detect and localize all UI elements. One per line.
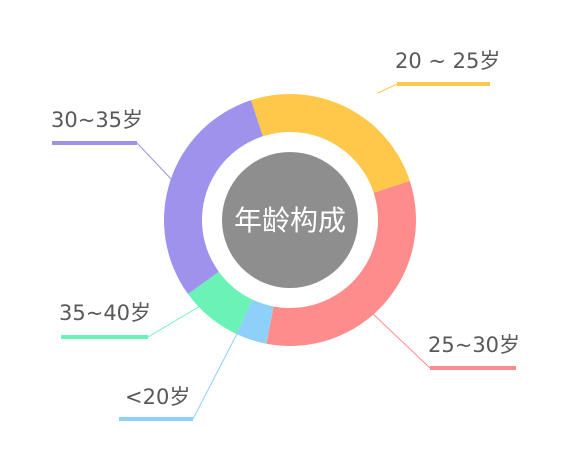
slice-label: 25~30岁 — [428, 333, 520, 357]
leader-line — [136, 142, 173, 181]
slice-label: <20岁 — [125, 385, 190, 409]
donut-slice — [188, 271, 253, 335]
donut-slices — [163, 94, 416, 347]
slice-label: 30~35岁 — [51, 108, 143, 132]
chart-center-disc — [222, 152, 358, 288]
donut-slice — [266, 181, 416, 347]
slice-callouts: 20 ~ 25岁 25~30岁 <20岁 35~40岁 30~35岁 — [51, 49, 520, 421]
slice-label: 20 ~ 25岁 — [395, 49, 500, 73]
leader-line — [192, 327, 241, 420]
donut-slice — [163, 100, 263, 295]
leader-line — [377, 83, 398, 94]
slice-label: 35~40岁 — [59, 301, 151, 325]
donut-slice — [251, 94, 410, 193]
leader-line — [371, 312, 431, 369]
chart-title: 年龄构成 — [234, 204, 346, 237]
leader-line — [147, 304, 203, 338]
donut-slice — [236, 299, 274, 344]
